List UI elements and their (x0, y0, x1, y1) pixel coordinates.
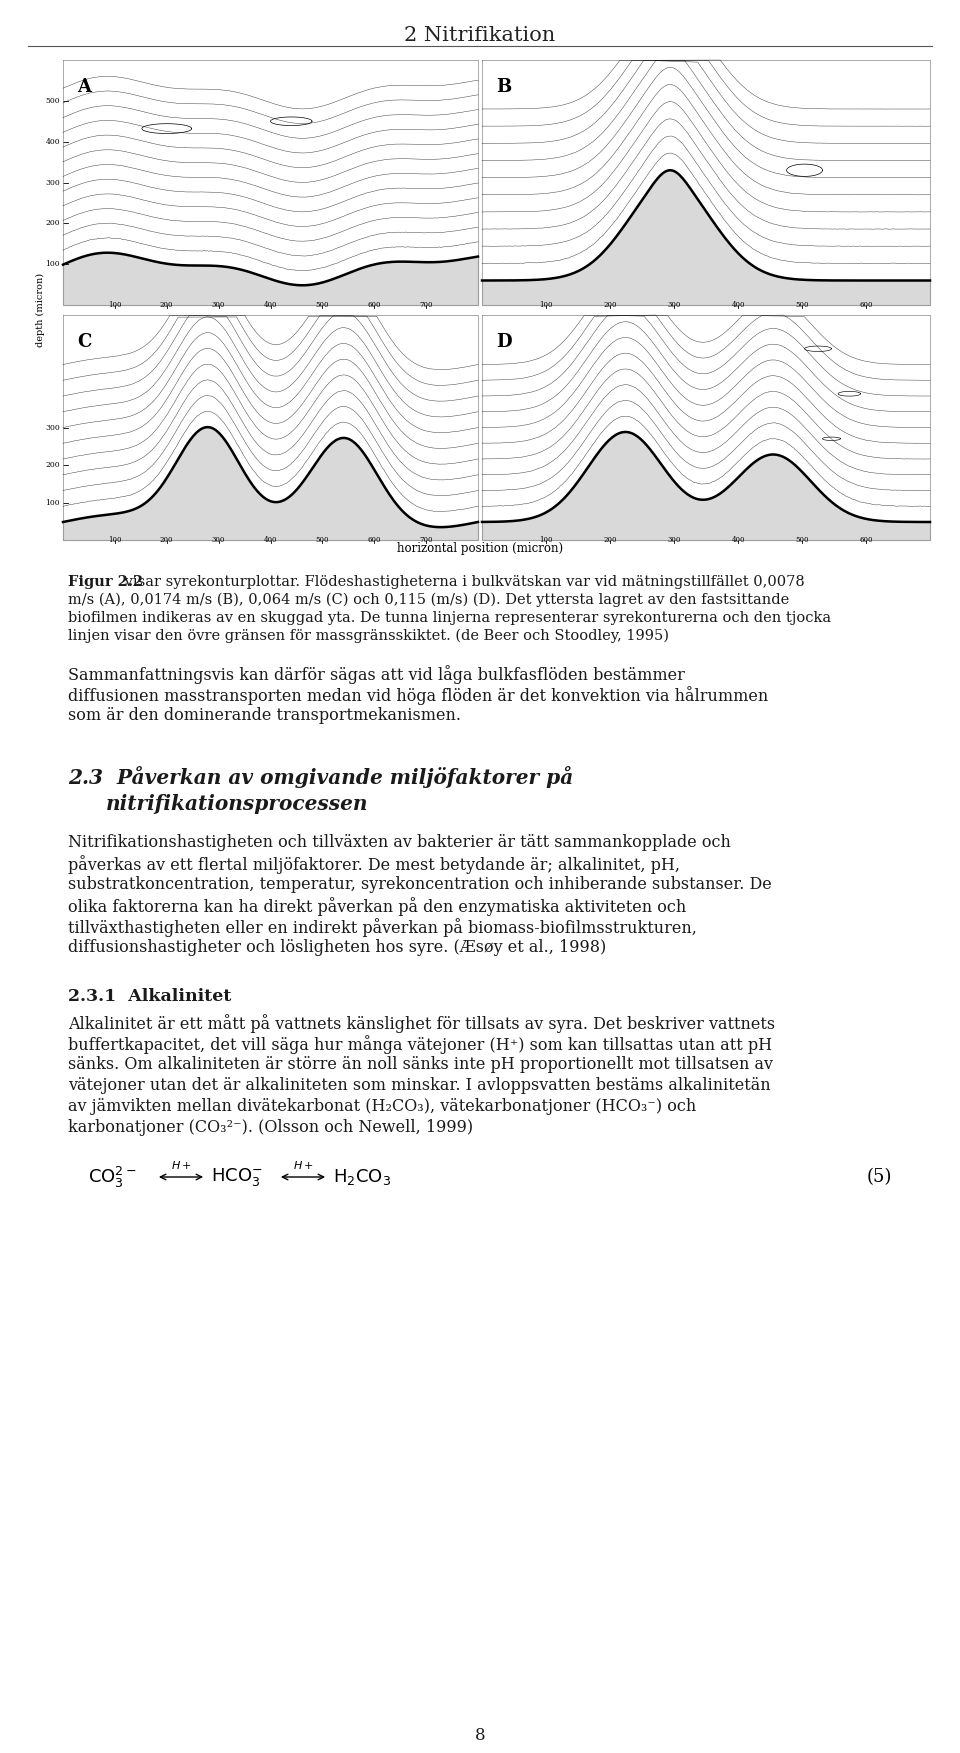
Text: Sammanfattningsvis kan därför sägas att vid låga bulkfasflöden bestämmer: Sammanfattningsvis kan därför sägas att … (68, 664, 684, 684)
Text: 300: 300 (667, 302, 681, 309)
Text: 100: 100 (540, 302, 553, 309)
Text: 300: 300 (212, 536, 226, 543)
Text: biofilmen indikeras av en skuggad yta. De tunna linjerna representerar syrekontu: biofilmen indikeras av en skuggad yta. D… (68, 612, 831, 626)
Text: 100: 100 (108, 536, 122, 543)
Text: 500: 500 (45, 96, 60, 105)
Text: 200: 200 (603, 302, 616, 309)
Text: 400: 400 (732, 536, 745, 543)
Text: 500: 500 (316, 536, 329, 543)
Text: $H+$: $H+$ (293, 1159, 313, 1171)
Text: sänks. Om alkaliniteten är större än noll sänks inte pH proportionellt mot tills: sänks. Om alkaliniteten är större än nol… (68, 1055, 773, 1073)
Text: m/s (A), 0,0174 m/s (B), 0,064 m/s (C) och 0,115 (m/s) (D). Det yttersta lagret : m/s (A), 0,0174 m/s (B), 0,064 m/s (C) o… (68, 593, 789, 607)
Text: $\mathrm{CO}_3^{2-}$: $\mathrm{CO}_3^{2-}$ (88, 1164, 136, 1190)
Text: diffusionshastigheter och lösligheten hos syre. (Æsøy et al., 1998): diffusionshastigheter och lösligheten ho… (68, 940, 607, 955)
Text: 500: 500 (316, 302, 329, 309)
Text: (5): (5) (867, 1167, 892, 1187)
Text: 200: 200 (160, 302, 174, 309)
Text: 600: 600 (368, 536, 381, 543)
Text: $\mathrm{H}_2\mathrm{CO}_3$: $\mathrm{H}_2\mathrm{CO}_3$ (333, 1167, 391, 1187)
Text: 600: 600 (368, 302, 381, 309)
Text: $\mathrm{HCO}_3^{-}$: $\mathrm{HCO}_3^{-}$ (211, 1166, 263, 1189)
Text: 100: 100 (45, 498, 60, 507)
Text: 2.3.1  Alkalinitet: 2.3.1 Alkalinitet (68, 989, 231, 1004)
Text: C: C (77, 333, 91, 351)
Text: 300: 300 (667, 536, 681, 543)
Text: 300: 300 (45, 179, 60, 186)
Text: horizontal position (micron): horizontal position (micron) (396, 542, 564, 556)
Text: tillväxthastigheten eller en indirekt påverkan på biomass-biofilmsstrukturen,: tillväxthastigheten eller en indirekt på… (68, 919, 697, 936)
Text: olika faktorerna kan ha direkt påverkan på den enzymatiska aktiviteten och: olika faktorerna kan ha direkt påverkan … (68, 898, 686, 915)
Text: karbonatjoner (CO₃²⁻). (Olsson och Newell, 1999): karbonatjoner (CO₃²⁻). (Olsson och Newel… (68, 1118, 473, 1136)
Text: 2 Nitrifikation: 2 Nitrifikation (404, 26, 556, 46)
Text: 200: 200 (45, 219, 60, 228)
Text: $H+$: $H+$ (171, 1159, 191, 1171)
Text: 400: 400 (732, 302, 745, 309)
Text: diffusionen masstransporten medan vid höga flöden är det konvektion via hålrumme: diffusionen masstransporten medan vid hö… (68, 685, 768, 705)
Text: som är den dominerande transportmekanismen.: som är den dominerande transportmekanism… (68, 706, 461, 724)
Text: B: B (496, 77, 512, 96)
Text: 200: 200 (45, 461, 60, 470)
Text: 100: 100 (540, 536, 553, 543)
Text: Figur 2.2: Figur 2.2 (68, 575, 143, 589)
Text: 100: 100 (108, 302, 122, 309)
Text: 200: 200 (603, 536, 616, 543)
Text: påverkas av ett flertal miljöfaktorer. De mest betydande är; alkalinitet, pH,: påverkas av ett flertal miljöfaktorer. D… (68, 855, 680, 875)
Text: 200: 200 (160, 536, 174, 543)
Text: Alkalinitet är ett mått på vattnets känslighet för tillsats av syra. Det beskriv: Alkalinitet är ett mått på vattnets käns… (68, 1013, 775, 1033)
Text: nitrifikationsprocessen: nitrifikationsprocessen (106, 794, 369, 813)
Text: 500: 500 (795, 302, 808, 309)
Text: 600: 600 (859, 536, 873, 543)
Text: 300: 300 (212, 302, 226, 309)
Text: 300: 300 (45, 424, 60, 431)
Text: 100: 100 (45, 259, 60, 268)
Text: visar syrekonturplottar. Flödeshastigheterna i bulkvätskan var vid mätningstillf: visar syrekonturplottar. Flödeshastighet… (120, 575, 804, 589)
Text: 400: 400 (264, 302, 277, 309)
Text: 700: 700 (420, 302, 433, 309)
Text: 500: 500 (795, 536, 808, 543)
Text: 400: 400 (264, 536, 277, 543)
Text: depth (micron): depth (micron) (36, 273, 44, 347)
Text: av jämvikten mellan divätekarbonat (H₂CO₃), vätekarbonatjoner (HCO₃⁻) och: av jämvikten mellan divätekarbonat (H₂CO… (68, 1097, 696, 1115)
Text: substratkoncentration, temperatur, syrekoncentration och inhiberande substanser.: substratkoncentration, temperatur, syrek… (68, 876, 772, 892)
Text: 8: 8 (474, 1727, 486, 1744)
Bar (28, 54, 932, 564)
Text: 700: 700 (420, 536, 433, 543)
Text: 400: 400 (45, 138, 60, 145)
Text: buffertkapacitet, det vill säga hur många vätejoner (H⁺) som kan tillsattas utan: buffertkapacitet, det vill säga hur mång… (68, 1034, 772, 1054)
Text: 600: 600 (859, 302, 873, 309)
Text: linjen visar den övre gränsen för massgränsskiktet. (de Beer och Stoodley, 1995): linjen visar den övre gränsen för massgr… (68, 629, 669, 643)
Text: Nitrifikationshastigheten och tillväxten av bakterier är tätt sammankopplade och: Nitrifikationshastigheten och tillväxten… (68, 834, 731, 850)
Text: A: A (77, 77, 91, 96)
Text: 2.3  Påverkan av omgivande miljöfaktorer på: 2.3 Påverkan av omgivande miljöfaktorer … (68, 766, 573, 787)
Text: vätejoner utan det är alkaliniteten som minskar. I avloppsvatten bestäms alkalin: vätejoner utan det är alkaliniteten som … (68, 1076, 771, 1094)
Text: D: D (496, 333, 512, 351)
